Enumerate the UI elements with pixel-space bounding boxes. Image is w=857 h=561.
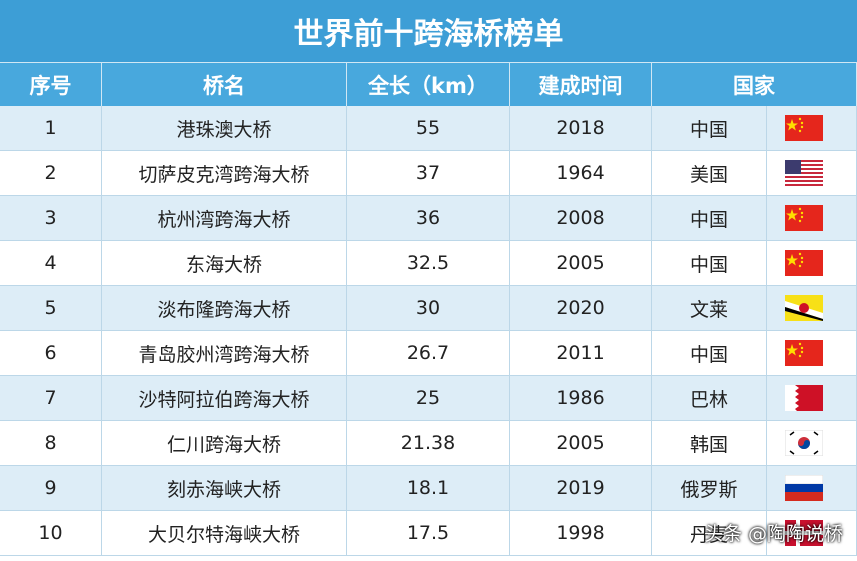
table-cell: 杭州湾跨海大桥 xyxy=(102,196,347,241)
header-cell: 建成时间 xyxy=(510,62,652,106)
table-cell: 2018 xyxy=(510,106,652,151)
table-cell: 37 xyxy=(347,151,510,196)
table-cell: 丹麦 xyxy=(652,511,767,556)
table-cell: 青岛胶州湾跨海大桥 xyxy=(102,331,347,376)
table-cell: 1986 xyxy=(510,376,652,421)
title: 世界前十跨海桥榜单 xyxy=(0,0,857,62)
table-cell: 中国 xyxy=(652,331,767,376)
flag-cell xyxy=(767,376,857,421)
flag-icon xyxy=(785,250,823,276)
table-cell: 俄罗斯 xyxy=(652,466,767,511)
header-cell: 序号 xyxy=(0,62,102,106)
table-cell: 18.1 xyxy=(347,466,510,511)
flag-icon xyxy=(785,520,823,546)
table-cell: 中国 xyxy=(652,241,767,286)
flag-cell xyxy=(767,331,857,376)
table-cell: 美国 xyxy=(652,151,767,196)
flag-icon xyxy=(785,205,823,231)
table-cell: 2019 xyxy=(510,466,652,511)
flag-cell xyxy=(767,421,857,466)
table-cell: 10 xyxy=(0,511,102,556)
table-cell: 1 xyxy=(0,106,102,151)
table-cell: 36 xyxy=(347,196,510,241)
table-cell: 2005 xyxy=(510,421,652,466)
flag-icon xyxy=(785,295,823,321)
flag-cell xyxy=(767,511,857,556)
table-cell: 7 xyxy=(0,376,102,421)
table-cell: 韩国 xyxy=(652,421,767,466)
table-cell: 大贝尔特海峡大桥 xyxy=(102,511,347,556)
table-cell: 17.5 xyxy=(347,511,510,556)
table-cell: 刻赤海峡大桥 xyxy=(102,466,347,511)
table-cell: 港珠澳大桥 xyxy=(102,106,347,151)
table-cell: 2020 xyxy=(510,286,652,331)
table-cell: 4 xyxy=(0,241,102,286)
table-cell: 2005 xyxy=(510,241,652,286)
flag-cell xyxy=(767,286,857,331)
table-cell: 中国 xyxy=(652,196,767,241)
flag-icon xyxy=(785,475,823,501)
table-cell: 8 xyxy=(0,421,102,466)
flag-cell xyxy=(767,106,857,151)
table-cell: 沙特阿拉伯跨海大桥 xyxy=(102,376,347,421)
flag-cell xyxy=(767,241,857,286)
flag-icon xyxy=(785,160,823,186)
table-cell: 1964 xyxy=(510,151,652,196)
flag-icon xyxy=(785,115,823,141)
table-cell: 21.38 xyxy=(347,421,510,466)
table-cell: 2011 xyxy=(510,331,652,376)
table-cell: 仁川跨海大桥 xyxy=(102,421,347,466)
table-cell: 2 xyxy=(0,151,102,196)
header-cell: 国家 xyxy=(652,62,857,106)
table-cell: 55 xyxy=(347,106,510,151)
header-cell: 全长（km） xyxy=(347,62,510,106)
table-cell: 5 xyxy=(0,286,102,331)
table-cell: 文莱 xyxy=(652,286,767,331)
table-cell: 1998 xyxy=(510,511,652,556)
table-cell: 32.5 xyxy=(347,241,510,286)
table-cell: 30 xyxy=(347,286,510,331)
flag-icon xyxy=(785,385,823,411)
table-cell: 淡布隆跨海大桥 xyxy=(102,286,347,331)
table-cell: 26.7 xyxy=(347,331,510,376)
table-cell: 25 xyxy=(347,376,510,421)
table-cell: 巴林 xyxy=(652,376,767,421)
flag-icon xyxy=(785,340,823,366)
watermark: 头条 @陶陶说桥 xyxy=(703,523,843,545)
flag-icon xyxy=(785,430,823,456)
table-cell: 2008 xyxy=(510,196,652,241)
table-cell: 东海大桥 xyxy=(102,241,347,286)
flag-cell xyxy=(767,196,857,241)
table-cell: 3 xyxy=(0,196,102,241)
table-cell: 中国 xyxy=(652,106,767,151)
header-cell: 桥名 xyxy=(102,62,347,106)
table-cell: 9 xyxy=(0,466,102,511)
table-cell: 切萨皮克湾跨海大桥 xyxy=(102,151,347,196)
flag-cell xyxy=(767,151,857,196)
flag-cell xyxy=(767,466,857,511)
table-cell: 6 xyxy=(0,331,102,376)
